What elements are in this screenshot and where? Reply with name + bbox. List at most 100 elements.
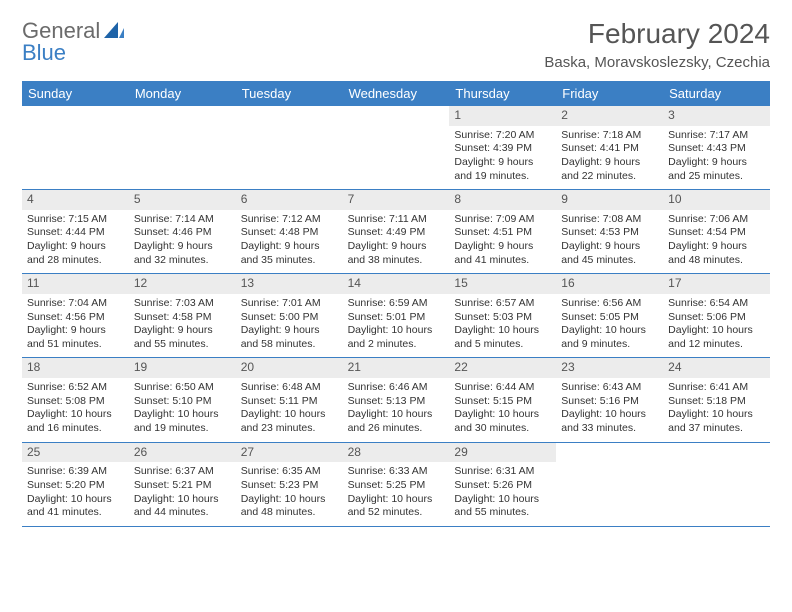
day-number: 25 <box>22 443 129 463</box>
calendar-day: . <box>663 443 770 526</box>
sunset-text: Sunset: 4:56 PM <box>27 311 124 325</box>
calendar-day: 24Sunrise: 6:41 AMSunset: 5:18 PMDayligh… <box>663 358 770 441</box>
weekday-saturday: Saturday <box>663 81 770 106</box>
sunset-text: Sunset: 5:16 PM <box>561 395 658 409</box>
daylight-text: Daylight: 9 hours and 51 minutes. <box>27 324 124 351</box>
sunrise-text: Sunrise: 7:03 AM <box>134 297 231 311</box>
day-content: Sunrise: 6:52 AMSunset: 5:08 PMDaylight:… <box>22 378 129 442</box>
sunset-text: Sunset: 4:54 PM <box>668 226 765 240</box>
sunrise-text: Sunrise: 6:57 AM <box>454 297 551 311</box>
sunset-text: Sunset: 5:11 PM <box>241 395 338 409</box>
sunrise-text: Sunrise: 7:06 AM <box>668 213 765 227</box>
calendar-day: 23Sunrise: 6:43 AMSunset: 5:16 PMDayligh… <box>556 358 663 441</box>
day-number: 10 <box>663 190 770 210</box>
daylight-text: Daylight: 10 hours and 44 minutes. <box>134 493 231 520</box>
day-content: Sunrise: 6:31 AMSunset: 5:26 PMDaylight:… <box>449 462 556 526</box>
sunset-text: Sunset: 5:20 PM <box>27 479 124 493</box>
calendar-day: 16Sunrise: 6:56 AMSunset: 5:05 PMDayligh… <box>556 274 663 357</box>
day-number: 6 <box>236 190 343 210</box>
day-number: 23 <box>556 358 663 378</box>
header-bar: General February 2024 Baska, Moravskosle… <box>22 18 770 71</box>
day-content: Sunrise: 7:06 AMSunset: 4:54 PMDaylight:… <box>663 210 770 274</box>
daylight-text: Daylight: 9 hours and 25 minutes. <box>668 156 765 183</box>
daylight-text: Daylight: 10 hours and 55 minutes. <box>454 493 551 520</box>
day-number: 2 <box>556 106 663 126</box>
sunset-text: Sunset: 5:05 PM <box>561 311 658 325</box>
sunrise-text: Sunrise: 6:35 AM <box>241 465 338 479</box>
day-number: 16 <box>556 274 663 294</box>
calendar-day: 21Sunrise: 6:46 AMSunset: 5:13 PMDayligh… <box>343 358 450 441</box>
sunrise-text: Sunrise: 6:50 AM <box>134 381 231 395</box>
calendar-day: . <box>556 443 663 526</box>
weekday-tuesday: Tuesday <box>236 81 343 106</box>
daylight-text: Daylight: 10 hours and 48 minutes. <box>241 493 338 520</box>
sunset-text: Sunset: 5:03 PM <box>454 311 551 325</box>
day-content: Sunrise: 6:54 AMSunset: 5:06 PMDaylight:… <box>663 294 770 358</box>
day-content: Sunrise: 6:37 AMSunset: 5:21 PMDaylight:… <box>129 462 236 526</box>
day-number: 24 <box>663 358 770 378</box>
calendar-body: ....1Sunrise: 7:20 AMSunset: 4:39 PMDayl… <box>22 106 770 527</box>
calendar-day: 11Sunrise: 7:04 AMSunset: 4:56 PMDayligh… <box>22 274 129 357</box>
sunset-text: Sunset: 4:41 PM <box>561 142 658 156</box>
day-number: 19 <box>129 358 236 378</box>
calendar-day: 27Sunrise: 6:35 AMSunset: 5:23 PMDayligh… <box>236 443 343 526</box>
day-content: Sunrise: 7:01 AMSunset: 5:00 PMDaylight:… <box>236 294 343 358</box>
calendar-week: 4Sunrise: 7:15 AMSunset: 4:44 PMDaylight… <box>22 190 770 274</box>
day-number: 29 <box>449 443 556 463</box>
sunrise-text: Sunrise: 6:52 AM <box>27 381 124 395</box>
title-block: February 2024 Baska, Moravskoslezsky, Cz… <box>544 18 770 71</box>
sunset-text: Sunset: 4:48 PM <box>241 226 338 240</box>
daylight-text: Daylight: 10 hours and 41 minutes. <box>27 493 124 520</box>
weekday-monday: Monday <box>129 81 236 106</box>
sunrise-text: Sunrise: 6:43 AM <box>561 381 658 395</box>
daylight-text: Daylight: 10 hours and 33 minutes. <box>561 408 658 435</box>
daylight-text: Daylight: 9 hours and 19 minutes. <box>454 156 551 183</box>
location-text: Baska, Moravskoslezsky, Czechia <box>544 54 770 71</box>
day-content: Sunrise: 7:18 AMSunset: 4:41 PMDaylight:… <box>556 126 663 190</box>
day-content: Sunrise: 6:39 AMSunset: 5:20 PMDaylight:… <box>22 462 129 526</box>
sunrise-text: Sunrise: 7:08 AM <box>561 213 658 227</box>
day-number: 8 <box>449 190 556 210</box>
sunrise-text: Sunrise: 6:56 AM <box>561 297 658 311</box>
day-content: Sunrise: 7:03 AMSunset: 4:58 PMDaylight:… <box>129 294 236 358</box>
calendar-day: 7Sunrise: 7:11 AMSunset: 4:49 PMDaylight… <box>343 190 450 273</box>
day-content: Sunrise: 7:14 AMSunset: 4:46 PMDaylight:… <box>129 210 236 274</box>
calendar-day: 9Sunrise: 7:08 AMSunset: 4:53 PMDaylight… <box>556 190 663 273</box>
day-content: Sunrise: 6:59 AMSunset: 5:01 PMDaylight:… <box>343 294 450 358</box>
daylight-text: Daylight: 9 hours and 28 minutes. <box>27 240 124 267</box>
day-number: 22 <box>449 358 556 378</box>
day-content: Sunrise: 6:43 AMSunset: 5:16 PMDaylight:… <box>556 378 663 442</box>
daylight-text: Daylight: 10 hours and 16 minutes. <box>27 408 124 435</box>
calendar-header-row: Sunday Monday Tuesday Wednesday Thursday… <box>22 81 770 106</box>
calendar-week: 25Sunrise: 6:39 AMSunset: 5:20 PMDayligh… <box>22 443 770 527</box>
calendar-day: 20Sunrise: 6:48 AMSunset: 5:11 PMDayligh… <box>236 358 343 441</box>
day-number: 27 <box>236 443 343 463</box>
daylight-text: Daylight: 10 hours and 37 minutes. <box>668 408 765 435</box>
daylight-text: Daylight: 9 hours and 48 minutes. <box>668 240 765 267</box>
daylight-text: Daylight: 10 hours and 30 minutes. <box>454 408 551 435</box>
day-number: 28 <box>343 443 450 463</box>
sunset-text: Sunset: 5:13 PM <box>348 395 445 409</box>
calendar-day: 12Sunrise: 7:03 AMSunset: 4:58 PMDayligh… <box>129 274 236 357</box>
day-number: 18 <box>22 358 129 378</box>
day-content: Sunrise: 6:46 AMSunset: 5:13 PMDaylight:… <box>343 378 450 442</box>
day-number: 17 <box>663 274 770 294</box>
sunset-text: Sunset: 5:15 PM <box>454 395 551 409</box>
sunset-text: Sunset: 4:58 PM <box>134 311 231 325</box>
sunset-text: Sunset: 5:08 PM <box>27 395 124 409</box>
day-number: 21 <box>343 358 450 378</box>
daylight-text: Daylight: 9 hours and 35 minutes. <box>241 240 338 267</box>
daylight-text: Daylight: 9 hours and 22 minutes. <box>561 156 658 183</box>
sunset-text: Sunset: 4:43 PM <box>668 142 765 156</box>
day-number: 12 <box>129 274 236 294</box>
day-number: 13 <box>236 274 343 294</box>
day-content: Sunrise: 6:56 AMSunset: 5:05 PMDaylight:… <box>556 294 663 358</box>
calendar-week: ....1Sunrise: 7:20 AMSunset: 4:39 PMDayl… <box>22 106 770 190</box>
sunrise-text: Sunrise: 6:31 AM <box>454 465 551 479</box>
sunrise-text: Sunrise: 6:54 AM <box>668 297 765 311</box>
logo-sail-icon <box>104 22 124 38</box>
day-number: 5 <box>129 190 236 210</box>
day-number: 7 <box>343 190 450 210</box>
sunset-text: Sunset: 5:21 PM <box>134 479 231 493</box>
day-number: 9 <box>556 190 663 210</box>
